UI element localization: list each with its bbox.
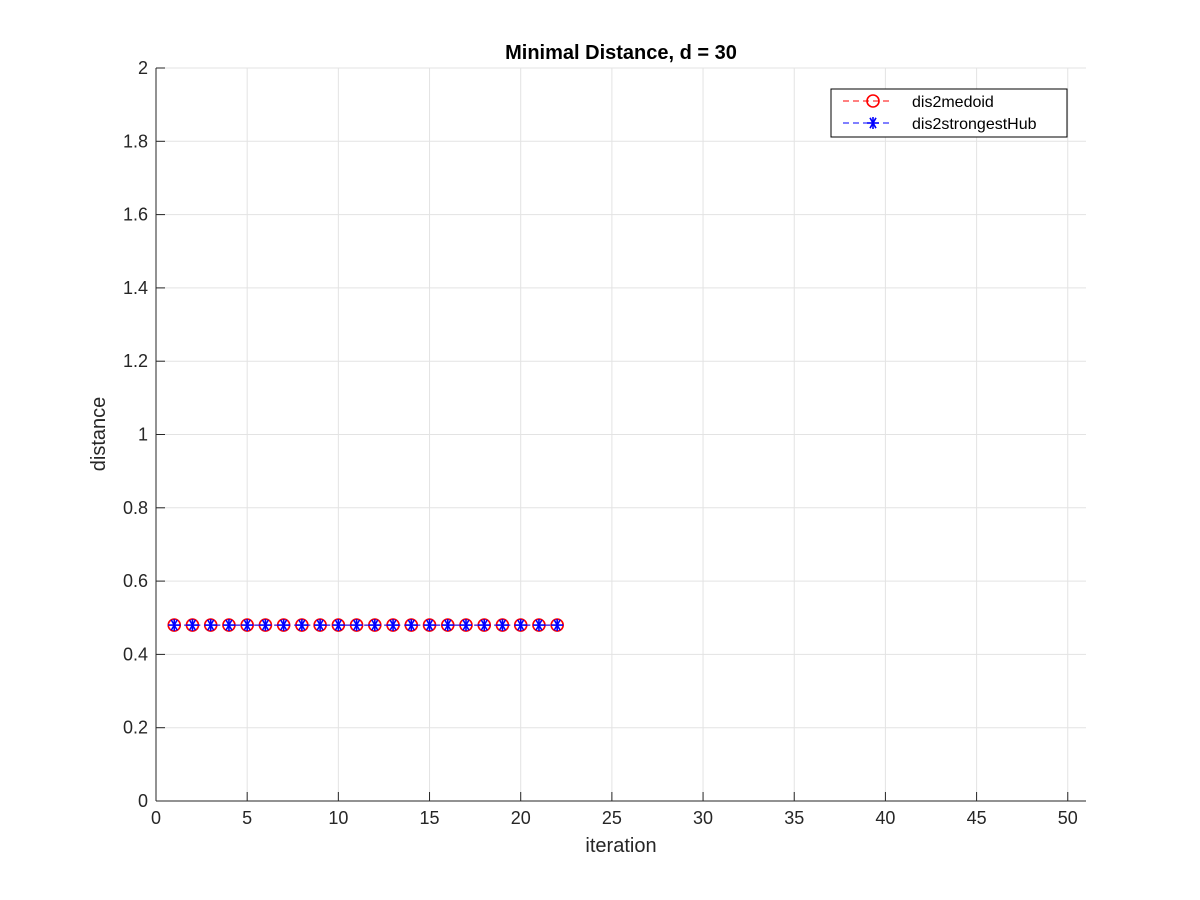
y-tick-label: 0.2 <box>123 718 148 738</box>
data-point-marker <box>460 619 472 632</box>
x-tick-label: 5 <box>242 808 252 828</box>
x-tick-label: 10 <box>328 808 348 828</box>
y-tick-label: 1.8 <box>123 131 148 151</box>
data-point-marker <box>441 619 454 632</box>
data-point-marker <box>350 619 363 632</box>
data-point-marker <box>405 619 418 632</box>
x-tick-label: 50 <box>1058 808 1078 828</box>
x-tick-label: 0 <box>151 808 161 828</box>
data-point-marker <box>532 619 545 632</box>
x-tick-label: 40 <box>875 808 895 828</box>
legend-entry: dis2medoid <box>843 94 994 111</box>
legend-marker <box>866 94 880 108</box>
y-tick-label: 0.6 <box>123 571 148 591</box>
data-point-marker <box>222 619 235 632</box>
tick-labels: 0 5 10 15 20 25 30 35 40 45 50 0 0.2 0.4 0.6 0.8 1 1.2 1.4… <box>123 58 1078 828</box>
data-point-marker <box>368 619 381 632</box>
x-tick-label: 30 <box>693 808 713 828</box>
legend: dis2medoid dis2strongestHub <box>830 88 1068 138</box>
series-lines <box>167 618 564 632</box>
legend-marker <box>867 117 879 129</box>
data-point-marker <box>496 619 509 632</box>
data-point-marker <box>514 619 527 632</box>
y-tick-label: 1.2 <box>123 351 148 371</box>
data-point-marker <box>423 619 436 632</box>
data-point-marker <box>168 619 181 632</box>
y-tick-label: 0 <box>138 791 148 811</box>
y-tick-label: 1.4 <box>123 278 148 298</box>
chart-title: Minimal Distance, d = 30 <box>505 42 737 64</box>
y-tick-label: 0.8 <box>123 498 148 518</box>
data-point-marker <box>241 619 254 632</box>
data-point-marker <box>314 619 327 632</box>
data-point-marker <box>387 619 400 632</box>
data-point-marker <box>204 619 217 632</box>
data-point-marker <box>186 619 199 632</box>
x-tick-label: 15 <box>420 808 440 828</box>
legend-box <box>830 88 1068 138</box>
x-tick-label: 20 <box>511 808 531 828</box>
legend-entry: dis2strongestHub <box>843 116 1037 133</box>
x-tick-label: 45 <box>967 808 987 828</box>
legend-label: dis2strongestHub <box>912 116 1037 133</box>
legend-label: dis2medoid <box>912 94 994 111</box>
y-tick-label: 0.4 <box>123 644 148 664</box>
data-point-marker <box>551 619 564 632</box>
y-tick-label: 1 <box>138 425 148 445</box>
axes <box>155 67 1086 802</box>
y-tick-label: 2 <box>138 58 148 78</box>
data-point-marker <box>478 619 491 632</box>
data-point-marker <box>259 619 272 632</box>
legend-entries: dis2medoid dis2strongestHub <box>843 94 1037 133</box>
y-axis-title: distance <box>88 397 110 472</box>
x-tick-label: 25 <box>602 808 622 828</box>
x-axis-title: iteration <box>585 835 656 857</box>
series-dis2strongestHub <box>168 619 564 632</box>
data-point-marker <box>295 619 308 632</box>
data-point-marker <box>277 619 290 632</box>
data-point-marker <box>332 619 345 632</box>
y-tick-label: 1.6 <box>123 205 148 225</box>
x-tick-label: 35 <box>784 808 804 828</box>
